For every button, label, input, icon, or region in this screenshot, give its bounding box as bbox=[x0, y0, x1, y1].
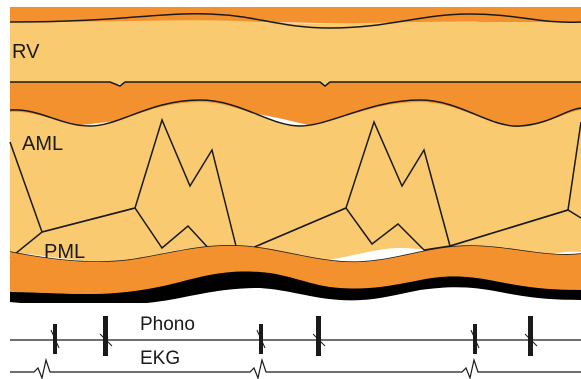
pericardium-band bbox=[10, 271, 581, 306]
pml-label: PML bbox=[44, 241, 85, 263]
phono-burst-s2 bbox=[312, 316, 326, 356]
rv-label: RV bbox=[12, 41, 40, 63]
ekg-label: EKG bbox=[140, 348, 180, 369]
anterior-wall-band bbox=[10, 7, 581, 26]
septum-top-outline bbox=[10, 81, 581, 87]
phono-burst-s1 bbox=[50, 324, 60, 354]
phono-burst-s1 bbox=[256, 324, 266, 354]
septum-lower-outline bbox=[9, 99, 581, 127]
ekg-trace bbox=[10, 357, 581, 379]
phono-burst-s2 bbox=[99, 316, 113, 356]
rv-top-outline bbox=[9, 13, 581, 29]
aml-label: AML bbox=[22, 133, 63, 155]
phono-label: Phono bbox=[140, 314, 195, 335]
posterior-wall-band bbox=[10, 245, 581, 294]
phono-trace bbox=[10, 316, 581, 356]
pml-trace bbox=[9, 207, 581, 259]
phono-burst-s2 bbox=[524, 316, 538, 356]
rv-cavity-band bbox=[10, 20, 581, 84]
tracing-background bbox=[0, 303, 581, 379]
lv-cavity-band bbox=[10, 102, 581, 262]
phono-burst-s1 bbox=[470, 324, 480, 354]
